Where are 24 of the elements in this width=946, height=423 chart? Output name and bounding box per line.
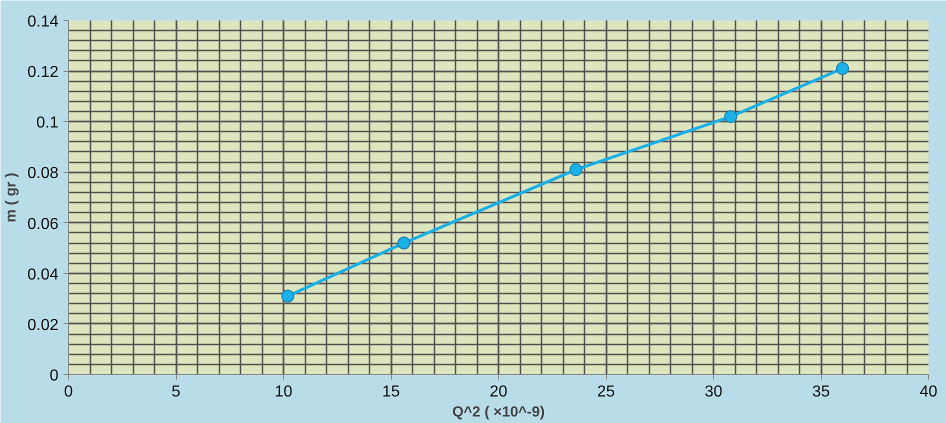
x-tick-label: 20 — [490, 384, 508, 400]
y-tick-label: 0.04 — [27, 266, 59, 284]
point — [281, 290, 294, 303]
x-tick-label: 35 — [812, 384, 830, 400]
y-tick-label: 0.02 — [27, 316, 59, 334]
x-tick-label: 40 — [920, 384, 938, 400]
y-tick-label: 0.14 — [27, 14, 59, 30]
point — [836, 62, 849, 76]
point — [569, 163, 582, 176]
y-tick-label: 0.06 — [27, 216, 59, 233]
x-tick-label: 0 — [64, 384, 74, 400]
y-tick-label: 0.1 — [36, 114, 59, 132]
point — [724, 110, 738, 124]
x-tick-label: 10 — [274, 384, 292, 400]
point — [397, 236, 410, 250]
x-tick-label: 5 — [172, 384, 181, 400]
y-axis-title: m ( gr ) — [3, 172, 20, 222]
y-tick-label: 0.08 — [27, 165, 59, 182]
x-tick-label: 15 — [382, 384, 400, 400]
y-tick-label: 0 — [50, 368, 59, 384]
y-tick-label: 0.12 — [27, 64, 59, 82]
x-axis-title: Q^2 ( ×10^-9) — [452, 404, 545, 420]
x-tick-label: 30 — [704, 384, 722, 400]
x-tick-label: 25 — [597, 384, 615, 400]
